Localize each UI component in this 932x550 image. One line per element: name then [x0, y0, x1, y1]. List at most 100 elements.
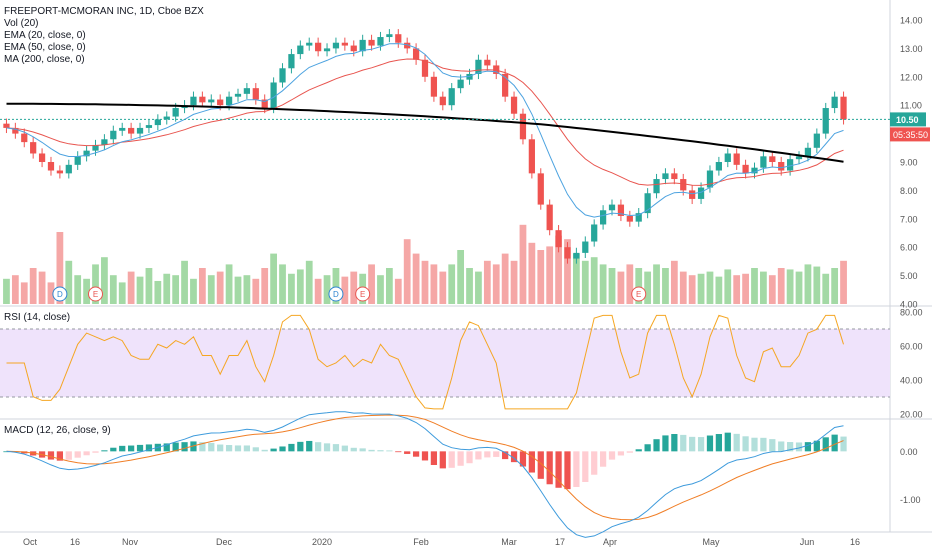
candle [617, 199, 625, 222]
candle [653, 173, 660, 199]
main-legend: FREEPORT-MCMORAN INC, 1D, Cboe BZX Vol (… [4, 6, 204, 66]
rsi-tick-label: 60.00 [900, 342, 923, 352]
candle [368, 34, 375, 51]
macd-histogram-bar [145, 444, 153, 452]
dividend-marker[interactable]: D [52, 286, 68, 302]
candle-body [65, 164, 72, 174]
candle-body [128, 127, 135, 134]
volume-bar [840, 260, 847, 304]
volume-bar [733, 275, 741, 304]
candle-body [724, 153, 731, 162]
axis-layer: 14.0013.0012.0011.0010.009.008.007.006.0… [23, 16, 930, 547]
macd-histogram-bar [733, 433, 740, 452]
macd-histogram-bar [564, 451, 571, 490]
candle-body [332, 42, 340, 49]
candle-body [163, 116, 170, 120]
candle-body [822, 108, 829, 134]
candle-body [662, 173, 669, 180]
volume-bar [216, 271, 224, 304]
earnings-marker[interactable]: E [631, 286, 647, 302]
volume-bar [448, 264, 456, 304]
price-axis-panel [890, 0, 932, 550]
macd-histogram-bar [742, 436, 749, 452]
candle [306, 37, 313, 51]
macd-histogram-bar [493, 451, 500, 457]
macd-histogram-bar [243, 445, 251, 452]
volume-bar [56, 232, 64, 304]
candle [742, 159, 749, 179]
candle [261, 94, 268, 114]
ma200-line [6, 102, 844, 163]
legend-ma200[interactable]: MA (200, close, 0) [4, 54, 85, 65]
volume-bar [590, 257, 598, 304]
candle-body [288, 54, 295, 69]
candle [128, 122, 135, 139]
volume-bar [760, 271, 767, 304]
macd-histogram-bar [644, 444, 651, 452]
dividend-marker[interactable]: D [328, 286, 344, 302]
macd-histogram-bar [671, 434, 678, 452]
candle [341, 37, 348, 51]
macd-legend[interactable]: MACD (12, 26, close, 9) [4, 425, 111, 436]
candle-body [136, 127, 144, 134]
volume-bar [706, 271, 714, 304]
candle [297, 40, 304, 60]
marker-circle [328, 286, 344, 302]
candle-body [635, 213, 642, 222]
macd-histogram-bar [217, 444, 224, 452]
marker-text: D [333, 290, 339, 299]
rsi-legend[interactable]: RSI (14, close) [4, 312, 71, 323]
earnings-marker[interactable]: E [355, 286, 371, 302]
candle-body [119, 127, 126, 131]
volume-bar [528, 242, 536, 304]
volume-bar [439, 271, 447, 304]
candle [475, 54, 482, 80]
macd-histogram-bar [715, 434, 722, 452]
candle [635, 208, 642, 227]
candle [626, 210, 633, 227]
legend-ema50[interactable]: EMA (50, close, 0) [4, 42, 86, 53]
candle-body [341, 42, 348, 46]
volume-bar [804, 264, 812, 304]
candle [3, 118, 10, 134]
volume-bar [65, 260, 73, 304]
candle-body [47, 162, 55, 171]
candle [430, 71, 438, 102]
earnings-marker[interactable]: E [88, 286, 104, 302]
volume-bar [822, 273, 830, 304]
macd-histogram-bar [119, 445, 126, 452]
candle [555, 225, 562, 253]
candle-body [795, 156, 803, 160]
macd-histogram-bar [786, 442, 794, 452]
candle [599, 205, 607, 230]
symbol-title[interactable]: FREEPORT-MCMORAN INC, 1D, Cboe BZX [4, 6, 204, 17]
volume-bar [261, 268, 269, 304]
candle-body [359, 39, 366, 52]
candle [65, 159, 72, 179]
macd-histogram-bar [439, 451, 446, 469]
legend-ema20[interactable]: EMA (20, close, 0) [4, 30, 86, 41]
price-tick-label: 5.00 [900, 271, 918, 281]
candle-body [101, 139, 108, 145]
volume-bar [831, 268, 839, 304]
candle [332, 37, 340, 54]
ema50-line [6, 58, 844, 186]
volume-bar [394, 278, 402, 304]
marker-text: E [360, 290, 365, 299]
volume-bar [653, 264, 660, 304]
macd-histogram-bar [65, 451, 72, 460]
time-tick-label: 17 [555, 537, 565, 547]
candle [359, 34, 366, 57]
candle [315, 37, 322, 57]
candle [502, 68, 509, 102]
macd-histogram-bar [136, 444, 144, 452]
candle-body [56, 170, 64, 174]
volume-bar [243, 275, 251, 304]
candle-body [599, 210, 607, 225]
volume-bar [296, 269, 304, 304]
candle-body [769, 156, 776, 162]
volume-bar [768, 275, 776, 304]
legend-volume[interactable]: Vol (20) [4, 18, 39, 29]
